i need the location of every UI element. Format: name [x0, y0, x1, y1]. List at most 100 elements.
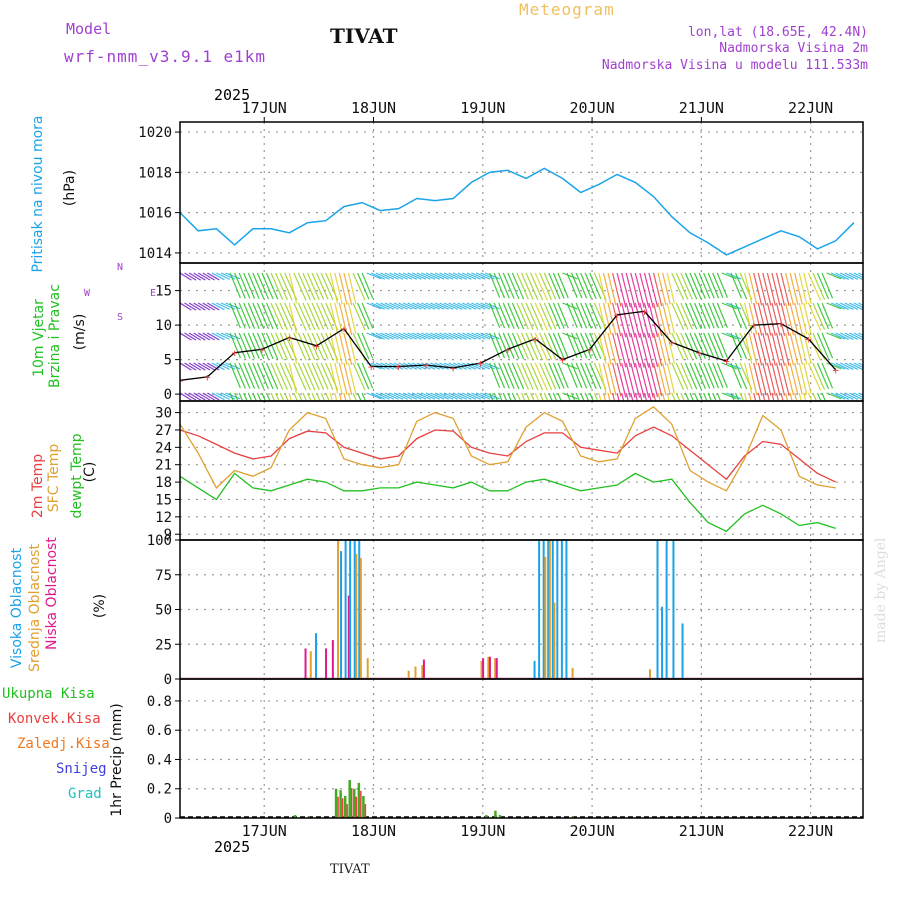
wind-barb	[684, 332, 698, 360]
wind-barb	[616, 302, 627, 338]
wind-barb	[270, 392, 276, 401]
wind-barb	[207, 272, 220, 281]
wind-barb	[202, 302, 215, 311]
wind-barb	[753, 302, 763, 336]
wind-barb	[844, 332, 859, 341]
y-tick-label: 1016	[138, 206, 172, 222]
wind-barb	[812, 362, 826, 390]
wind-barb	[602, 392, 606, 401]
wind-barb	[775, 332, 786, 366]
wind-barb	[698, 302, 711, 329]
wind-barb	[443, 272, 458, 280]
wind-barb	[452, 272, 467, 280]
y-tick-label: 50	[155, 603, 172, 619]
precip-bar	[293, 815, 297, 818]
wind-barb	[279, 392, 285, 401]
wind-barb	[211, 392, 225, 401]
y-tick-label: 1014	[138, 246, 172, 262]
wind-barb	[552, 362, 565, 389]
wind-barb	[598, 362, 607, 394]
wind-barb	[534, 362, 548, 391]
wind-barb	[252, 332, 265, 360]
wind-barb	[744, 392, 748, 401]
wind-barb	[680, 332, 693, 360]
wind-barb	[416, 362, 431, 370]
wind-barb	[421, 272, 436, 280]
wind-barb	[844, 272, 859, 281]
wind-barb	[748, 272, 758, 305]
wind-barb	[562, 272, 578, 280]
wind-barb	[425, 392, 440, 400]
wind-barb	[498, 272, 510, 299]
wind-barb	[680, 272, 693, 300]
wind-barb	[507, 392, 512, 401]
wind-barb	[293, 362, 307, 391]
precip-conv-bar	[337, 796, 339, 818]
wind-barb	[234, 392, 239, 401]
wind-barb	[489, 302, 501, 328]
wind-barb	[343, 392, 347, 401]
cloud-bar-mid	[407, 670, 410, 679]
wind-barb	[602, 272, 612, 305]
wind-barb	[480, 332, 495, 340]
wind-barb	[757, 362, 767, 396]
y-tick-label: 0.8	[147, 694, 172, 710]
wind-barb	[238, 392, 244, 401]
wind-barb	[434, 332, 449, 340]
wind-barb	[270, 332, 284, 360]
compass-s: S	[117, 312, 124, 323]
cloud-bar-high	[672, 540, 675, 679]
precip-legend-grad: Grad	[68, 786, 102, 802]
cloud-bar-low	[488, 656, 491, 679]
wind-barb	[684, 302, 698, 330]
wind-barb	[693, 302, 706, 329]
wind-barb	[498, 332, 510, 359]
wind-barb	[448, 392, 463, 400]
wind-barb	[256, 362, 269, 390]
wind-barb	[343, 272, 353, 306]
wind-barb	[530, 332, 544, 361]
wind-barb	[698, 332, 711, 359]
wind-barb	[771, 332, 781, 366]
wind-barb	[197, 362, 211, 371]
wind-barb	[643, 332, 654, 368]
precip-conv-bar	[350, 787, 353, 818]
y-tick-label: 27	[155, 423, 172, 439]
wind-barb	[462, 272, 477, 280]
wind-barb	[316, 392, 321, 401]
wind-barb	[844, 362, 859, 371]
wind-barb	[621, 302, 631, 338]
wind-barb	[689, 302, 702, 330]
wind-barb	[611, 302, 622, 337]
wind-barb	[543, 362, 557, 390]
wind-barb	[771, 272, 781, 306]
wind-barb	[835, 362, 850, 371]
wind-barb	[657, 362, 667, 396]
wind-barb	[657, 332, 667, 366]
wind-barb	[384, 392, 399, 400]
wind-barb	[462, 392, 477, 400]
wind-barb	[580, 302, 592, 329]
date-label-top: 17JUN	[242, 99, 287, 117]
wind-barb	[347, 332, 357, 365]
wind-barb	[484, 272, 500, 280]
wind-speed-point: +	[750, 319, 757, 332]
wind-barb	[216, 302, 230, 310]
wind-barb	[457, 392, 472, 400]
wind-barb	[634, 362, 645, 398]
wind-barb	[389, 392, 404, 400]
wind-barb	[225, 392, 241, 400]
wind-barb	[430, 392, 445, 400]
wind-barb	[575, 392, 581, 401]
wind-barb	[566, 302, 578, 328]
wind-barb	[443, 392, 458, 400]
wind-barb	[357, 362, 370, 390]
wind-barb	[347, 302, 357, 335]
wind-barb	[306, 332, 320, 361]
wind-barb	[334, 272, 343, 305]
wind-barb	[552, 302, 565, 329]
wind-barb	[329, 362, 339, 394]
wind-barb	[566, 332, 578, 358]
wind-barb	[830, 302, 846, 310]
